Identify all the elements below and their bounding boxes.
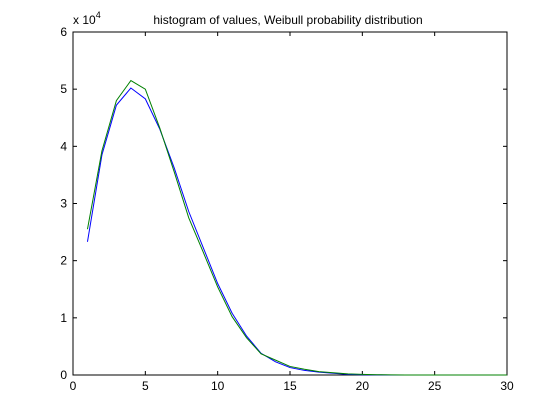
chart-title: histogram of values, Weibull probability… (153, 13, 422, 27)
y-tick-label: 1 (60, 311, 67, 325)
x-tick-label: 5 (142, 379, 149, 393)
y-exponent-base: x 10 (73, 13, 96, 27)
y-tick-label: 3 (60, 197, 67, 211)
x-tick-label: 0 (70, 379, 77, 393)
x-tick-label: 10 (211, 379, 225, 393)
y-tick-label: 2 (60, 254, 67, 268)
y-exponent-power: 4 (96, 10, 101, 20)
y-tick-label: 4 (60, 139, 67, 153)
y-exponent-label: x 104 (73, 10, 101, 27)
plot-area: 0 5 10 15 20 25 30 0 1 2 3 4 5 6 (60, 25, 514, 393)
x-tick-label: 30 (500, 379, 514, 393)
x-tick-label: 25 (428, 379, 442, 393)
y-tick-label: 6 (60, 25, 67, 39)
series-line-2 (86, 79, 507, 376)
x-tick-label: 15 (283, 379, 297, 393)
y-tick-label: 5 (60, 82, 67, 96)
axes-box (72, 31, 508, 376)
y-tick-label: 0 (60, 368, 67, 382)
x-tick-label: 20 (356, 379, 370, 393)
